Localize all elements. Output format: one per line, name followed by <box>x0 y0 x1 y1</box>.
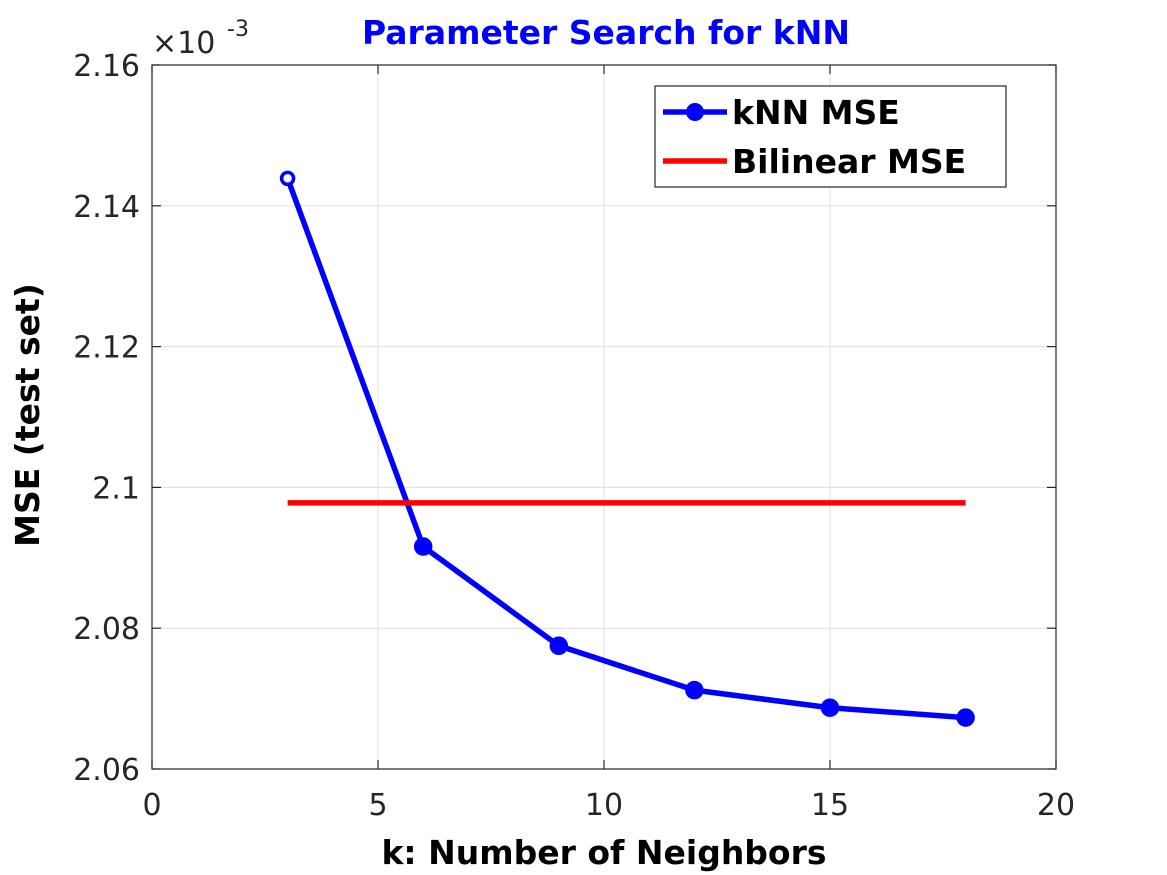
x-tick-label: 5 <box>368 788 387 823</box>
y-axis-title: MSE (test set) <box>8 283 47 547</box>
ticks: 0 5 10 15 20 2.06 2.08 2.1 2.12 2.14 2.16 <box>73 49 1075 823</box>
data-point <box>549 636 569 656</box>
x-tick-label: 10 <box>585 788 623 823</box>
series-line <box>285 177 966 721</box>
series-knn-mse <box>279 170 975 727</box>
x-axis-title: k: Number of Neighbors <box>381 833 826 872</box>
data-point <box>685 680 704 700</box>
x-tick-label: 20 <box>1037 788 1075 823</box>
chart-title: Parameter Search for kNN <box>362 13 850 52</box>
data-point <box>956 708 975 727</box>
data-point <box>413 537 433 556</box>
y-tick-label: 2.16 <box>73 49 140 84</box>
y-axis-exponent: ×10 -3 <box>152 17 249 61</box>
data-point <box>820 698 840 718</box>
y-tick-label: 2.08 <box>73 612 140 647</box>
y-tick-label: 2.14 <box>73 190 140 225</box>
y-tick-label: 2.12 <box>73 331 140 366</box>
legend: kNN MSE Bilinear MSE <box>654 85 1007 188</box>
series-layer <box>279 170 975 727</box>
y-tick-label: 2.06 <box>73 753 140 788</box>
legend-item: kNN MSE <box>663 93 900 132</box>
x-tick-label: 15 <box>811 788 849 823</box>
legend-label: kNN MSE <box>732 93 900 132</box>
legend-box <box>654 85 1007 188</box>
y-tick-label: 2.1 <box>92 471 140 506</box>
y-axis-exponent-base: ×10 <box>152 26 215 61</box>
legend-label: Bilinear MSE <box>732 142 966 181</box>
x-tick-label: 0 <box>142 788 161 823</box>
data-point <box>279 170 296 187</box>
y-axis-exponent-power: -3 <box>227 17 249 42</box>
legend-item: Bilinear MSE <box>663 142 966 181</box>
legend-marker <box>686 103 704 121</box>
